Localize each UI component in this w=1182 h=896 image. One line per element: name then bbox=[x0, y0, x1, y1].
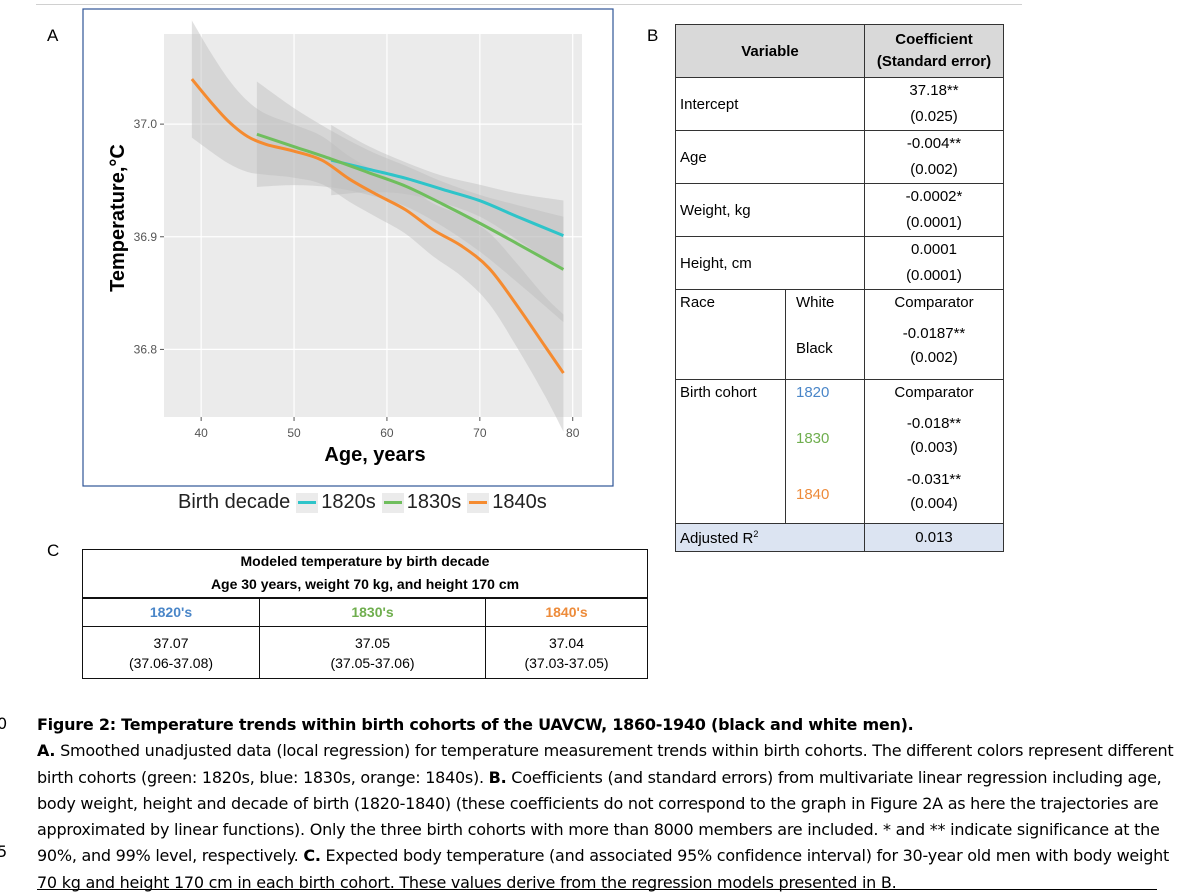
top-rule bbox=[36, 4, 1022, 5]
cohort-1820-value: Comparator bbox=[894, 384, 974, 401]
row-label-weight: Weight, kg bbox=[675, 183, 865, 237]
legend-label-1820s: 1820s bbox=[321, 491, 376, 513]
header-1830s: 1830's bbox=[259, 597, 486, 627]
x-tick-label: 60 bbox=[380, 426, 394, 440]
race-black: Black bbox=[796, 340, 833, 357]
cohort-1840: 1840 bbox=[796, 486, 830, 503]
plot-panel bbox=[164, 34, 582, 417]
race-black-coef: -0.0187** bbox=[902, 325, 966, 342]
race-white: White bbox=[796, 294, 835, 311]
table-c-title-line1: Modeled temperature by birth decade bbox=[240, 553, 490, 570]
legend-key-1840s bbox=[467, 492, 490, 513]
value-1840s: 37.04 (37.03-37.05) bbox=[485, 626, 648, 679]
x-tick-label: 70 bbox=[473, 426, 487, 440]
panel-label-c: C bbox=[47, 541, 60, 560]
cohort-coefs: Comparator -0.018** (0.003) -0.031** (0.… bbox=[864, 379, 1004, 524]
caption-title: Figure 2: Temperature trends within birt… bbox=[37, 715, 914, 734]
adjusted-r2-value: 0.013 bbox=[864, 523, 1004, 552]
header-coefficient: Coefficient (Standard error) bbox=[864, 24, 1004, 78]
series-line-1840s bbox=[190, 78, 565, 374]
row-label-intercept: Intercept bbox=[675, 77, 865, 131]
row-label-race: Race bbox=[675, 289, 786, 380]
row-label-adjusted-r2: Adjusted R2 bbox=[675, 523, 865, 552]
line-number-5: 5 bbox=[0, 842, 8, 861]
series-line-1820s bbox=[330, 158, 564, 238]
coef-weight: -0.0002* bbox=[905, 188, 963, 205]
bottom-rule bbox=[37, 889, 1157, 890]
legend-key-1830s bbox=[381, 492, 404, 513]
figure-caption: Figure 2: Temperature trends within birt… bbox=[37, 712, 1182, 896]
confidence-ribbon-1830s bbox=[256, 81, 564, 323]
y-tick-label: 37.0 bbox=[134, 117, 158, 131]
se-intercept: (0.025) bbox=[910, 108, 958, 125]
coef-age: -0.004** bbox=[906, 135, 962, 152]
cohort-1840-coef: -0.031** bbox=[906, 471, 962, 488]
se-height: (0.0001) bbox=[906, 267, 962, 284]
line-number-0: 0 bbox=[0, 714, 8, 733]
cohort-1830-se: (0.003) bbox=[910, 439, 958, 456]
value-1820s: 37.07 (37.06-37.08) bbox=[82, 626, 260, 679]
legend-title: Birth decade bbox=[178, 491, 291, 513]
row-label-cohort: Birth cohort bbox=[675, 379, 786, 524]
cohort-1840-se: (0.004) bbox=[910, 495, 958, 512]
x-tick-label: 80 bbox=[566, 426, 580, 440]
cohort-1830: 1830 bbox=[796, 430, 830, 447]
race-white-value: Comparator bbox=[894, 294, 974, 311]
se-weight: (0.0001) bbox=[906, 214, 962, 231]
panel-label-b: B bbox=[647, 26, 659, 45]
row-label-height: Height, cm bbox=[675, 236, 865, 290]
header-1820s: 1820's bbox=[82, 597, 260, 627]
x-tick-label: 50 bbox=[287, 426, 301, 440]
series-line-1830s bbox=[256, 132, 565, 271]
y-tick-label: 36.8 bbox=[134, 342, 158, 356]
legend-label-1840s: 1840s bbox=[492, 491, 547, 513]
regression-table: Variable Coefficient (Standard error) In… bbox=[675, 24, 1004, 552]
modeled-temperature-table: Modeled temperature by birth decade Age … bbox=[82, 549, 648, 679]
header-1840s: 1840's bbox=[485, 597, 648, 627]
table-c-title-line2: Age 30 years, weight 70 kg, and height 1… bbox=[210, 576, 520, 593]
race-coefs: Comparator -0.0187** (0.002) bbox=[864, 289, 1004, 380]
coef-intercept: 37.18** bbox=[909, 82, 959, 99]
confidence-ribbon-1840s bbox=[191, 20, 564, 432]
cohort-1820: 1820 bbox=[796, 384, 830, 401]
y-tick-label: 36.9 bbox=[134, 230, 158, 244]
cohort-1830-coef: -0.018** bbox=[906, 415, 962, 432]
table-c-title: Modeled temperature by birth decade Age … bbox=[82, 549, 648, 599]
se-age: (0.002) bbox=[910, 161, 958, 178]
value-1830s: 37.05 (37.05-37.06) bbox=[259, 626, 486, 679]
race-levels: White Black bbox=[785, 289, 865, 380]
temperature-chart: 40 50 60 70 80 36.8 36.9 37.0 Age, years Tempe… bbox=[82, 8, 614, 487]
confidence-ribbon-1820s bbox=[331, 125, 564, 271]
legend-key-1820s bbox=[296, 492, 319, 513]
x-axis-label: Age, years bbox=[324, 444, 425, 466]
coef-height: 0.0001 bbox=[911, 241, 957, 258]
y-axis-label: Temperature,°C bbox=[107, 144, 129, 292]
chart-legend: Birth decade 1820s 1830s 1840s bbox=[178, 491, 547, 514]
row-label-age: Age bbox=[675, 130, 865, 184]
race-black-se: (0.002) bbox=[910, 349, 958, 366]
legend-label-1830s: 1830s bbox=[406, 491, 462, 513]
header-variable: Variable bbox=[675, 24, 865, 78]
cohort-levels: 1820 1830 1840 bbox=[785, 379, 865, 524]
panel-label-a: A bbox=[47, 26, 59, 45]
caption-body: A. Smoothed unadjusted data (local regre… bbox=[37, 741, 1174, 892]
x-tick-label: 40 bbox=[194, 426, 208, 440]
